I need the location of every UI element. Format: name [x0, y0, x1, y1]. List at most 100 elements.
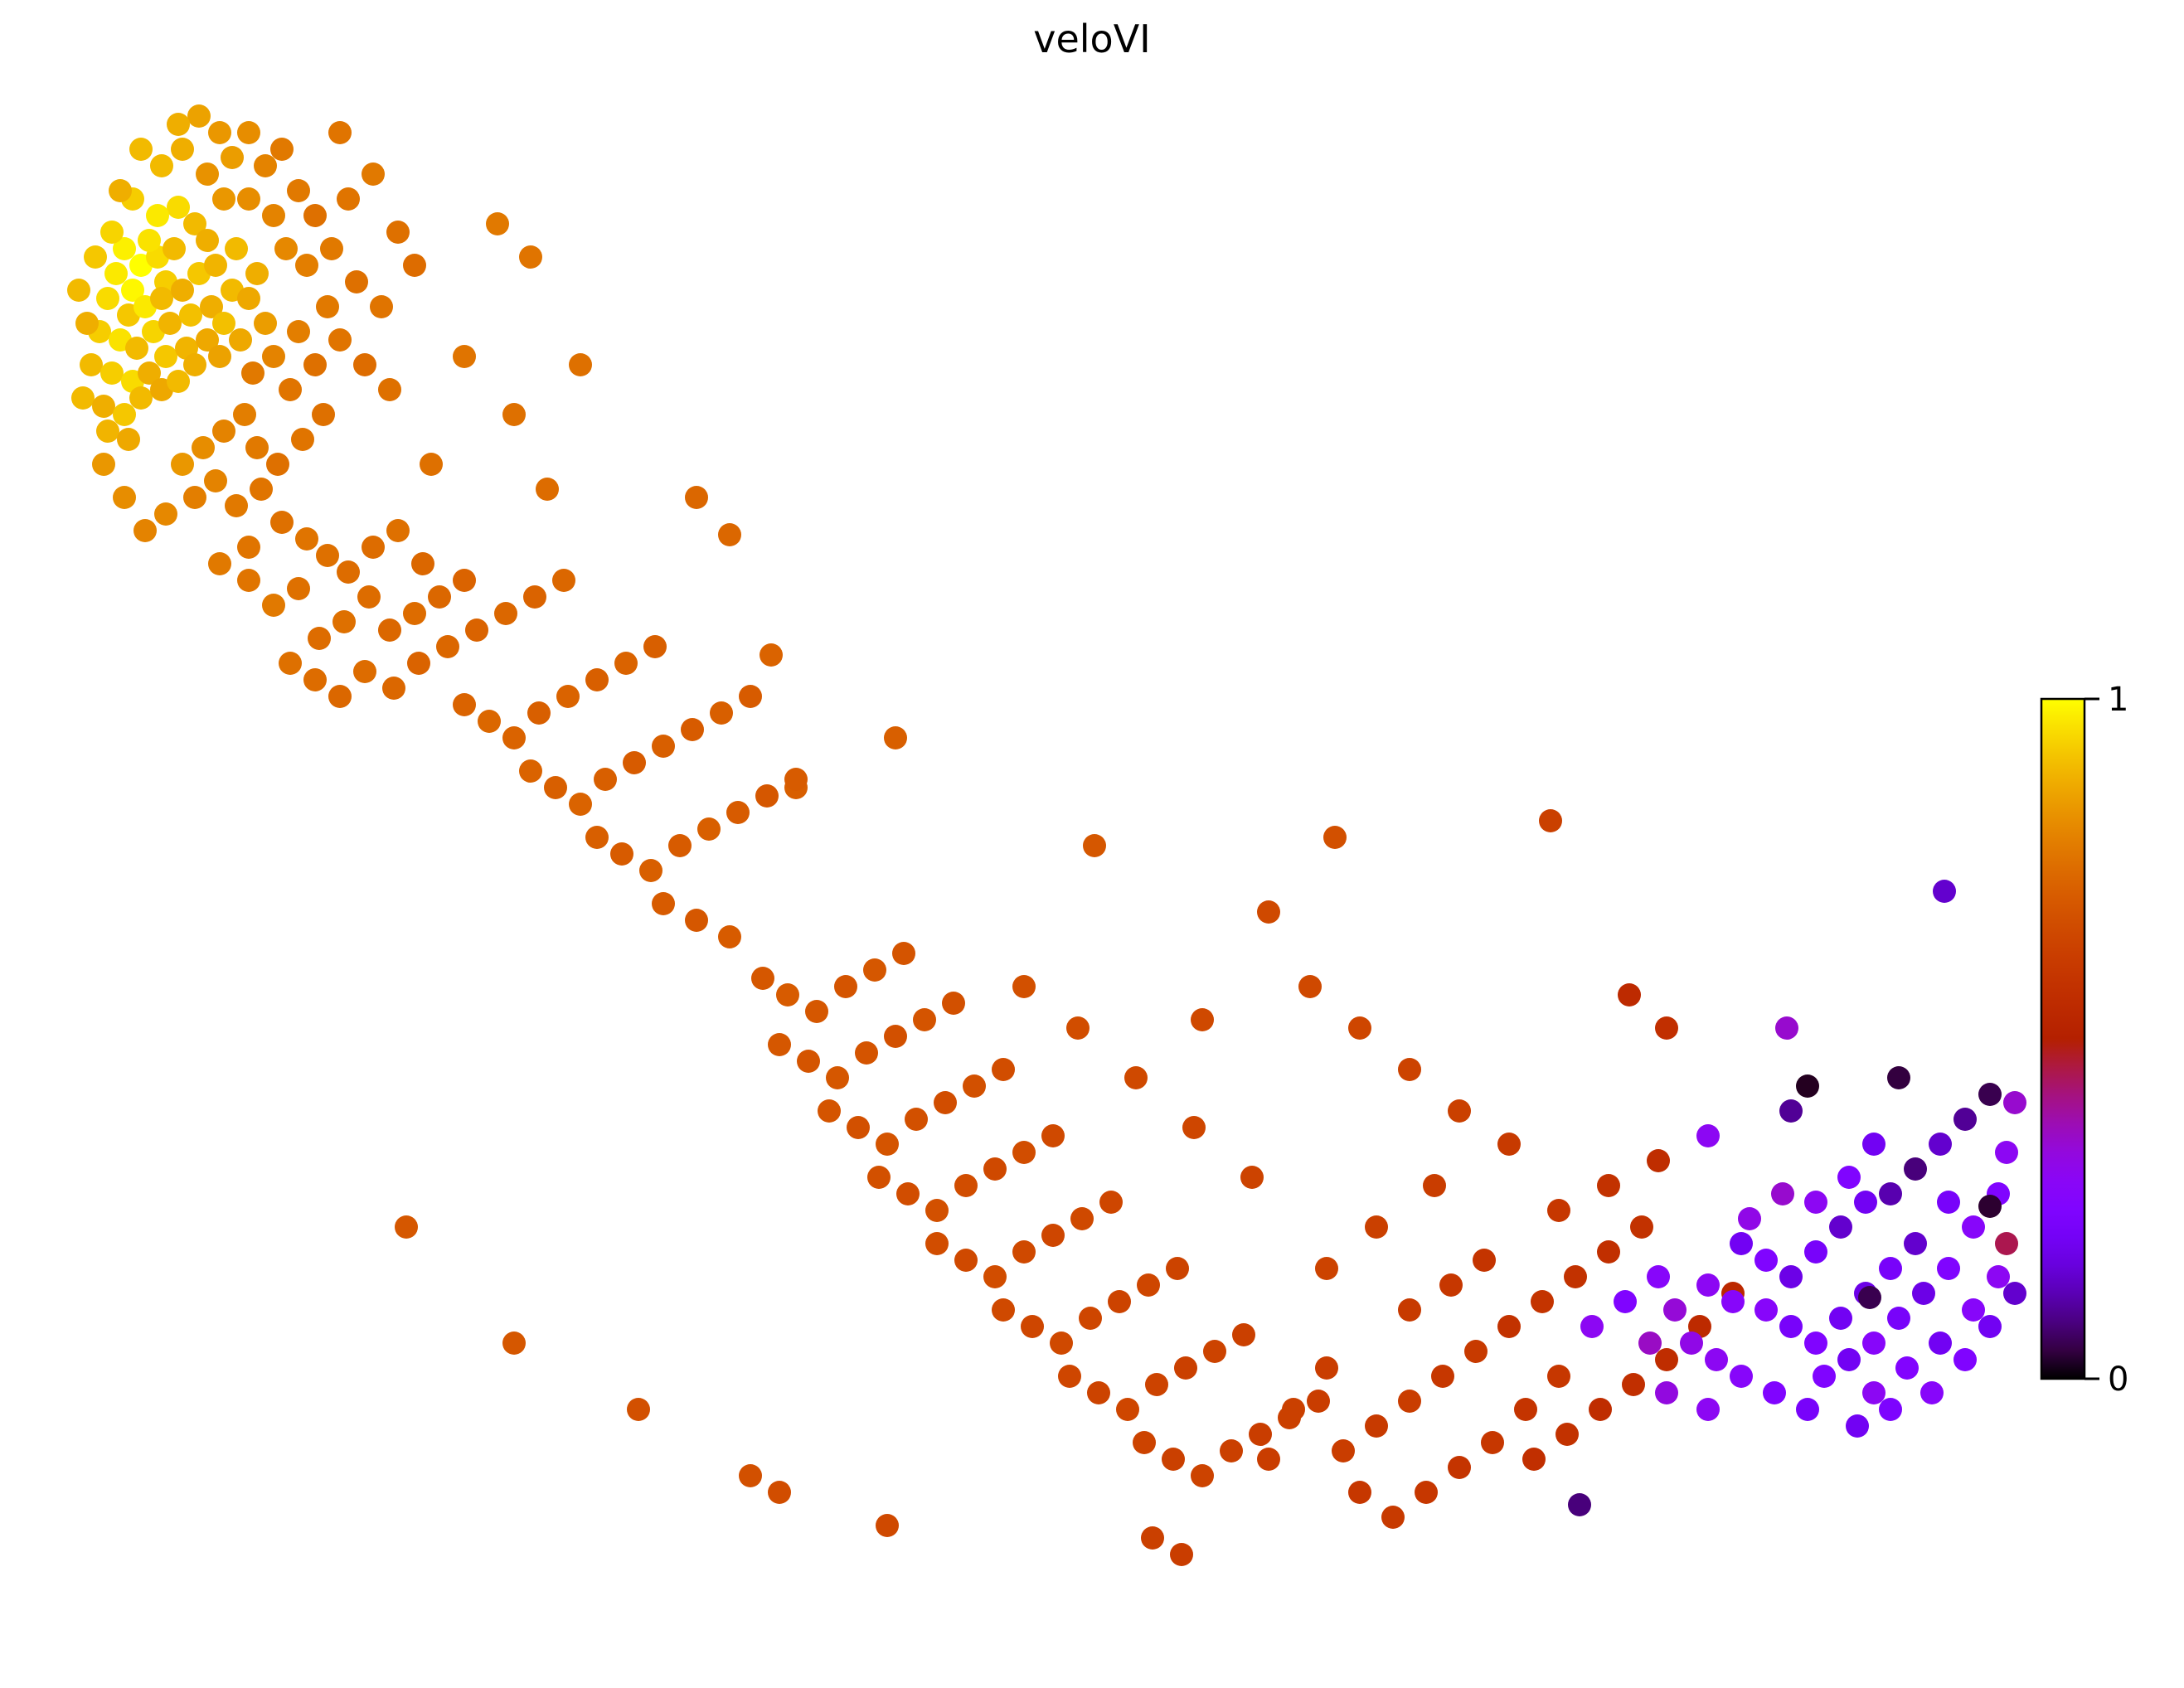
scatter-point — [245, 262, 269, 285]
scatter-point — [826, 1066, 849, 1089]
scatter-point — [1012, 1141, 1036, 1164]
scatter-point — [337, 187, 360, 211]
scatter-point — [154, 345, 177, 368]
scatter-point — [1705, 1348, 1728, 1371]
scatter-point — [751, 967, 774, 990]
scatter-point — [784, 768, 808, 791]
scatter-point — [357, 585, 381, 609]
scatter-point — [855, 1041, 878, 1065]
scatter-point — [386, 519, 410, 542]
scatter-point — [1796, 1398, 1819, 1421]
scatter-point — [279, 378, 302, 401]
scatter-point — [1663, 1298, 1687, 1322]
scatter-point — [1912, 1282, 1935, 1305]
scatter-point — [328, 328, 352, 352]
scatter-point — [100, 361, 124, 385]
scatter-point — [208, 345, 231, 368]
scatter-point — [925, 1199, 949, 1222]
scatter-point — [1987, 1265, 2010, 1288]
scatter-point — [345, 270, 368, 293]
scatter-point — [113, 486, 136, 509]
scatter-point — [954, 1249, 978, 1272]
scatter-point — [1174, 1356, 1197, 1380]
scatter-point — [453, 569, 476, 592]
scatter-point — [167, 113, 190, 136]
scatter-point — [502, 726, 526, 749]
scatter-point — [614, 652, 638, 675]
scatter-point — [1779, 1265, 1803, 1288]
scatter-point — [1862, 1381, 1886, 1404]
scatter-point — [403, 602, 426, 625]
scatter-point — [237, 287, 260, 310]
scatter-point — [1087, 1381, 1110, 1404]
scatter-point — [245, 436, 269, 459]
scatter-point — [1232, 1323, 1255, 1346]
scatter-point — [718, 523, 741, 546]
scatter-point — [1473, 1249, 1496, 1272]
scatter-point — [1547, 1365, 1570, 1388]
scatter-point — [992, 1058, 1015, 1081]
scatter-point — [92, 453, 115, 476]
scatter-point — [1738, 1207, 1761, 1230]
scatter-point — [685, 909, 708, 932]
scatter-point — [1754, 1249, 1778, 1272]
scatter-point — [556, 685, 580, 708]
scatter-point — [80, 353, 103, 376]
scatter-point — [362, 536, 385, 559]
scatter-point — [1721, 1290, 1745, 1313]
scatter-point — [1730, 1365, 1753, 1388]
scatter-point — [1614, 1290, 1637, 1313]
scatter-point — [274, 237, 298, 260]
colorbar: 1 0 — [2040, 681, 2128, 1399]
scatter-point — [332, 610, 356, 633]
scatter-point — [436, 635, 459, 658]
scatter-point — [739, 1464, 762, 1487]
scatter-point — [100, 221, 124, 244]
scatter-point — [1680, 1331, 1703, 1355]
scatter-point — [117, 428, 140, 451]
scatter-point — [1589, 1398, 1612, 1421]
scatter-point — [739, 685, 762, 708]
scatter-point — [760, 643, 783, 667]
scatter-point — [494, 602, 517, 625]
scatter-point — [1464, 1340, 1488, 1363]
scatter-point — [1929, 1133, 1952, 1156]
scatter-point — [71, 386, 95, 410]
scatter-point — [1837, 1166, 1861, 1189]
scatter-point — [1079, 1307, 1102, 1330]
scatter-point — [1638, 1331, 1662, 1355]
scatter-point — [1315, 1356, 1338, 1380]
scatter-point — [1962, 1215, 1985, 1239]
scatter-point — [1978, 1315, 2002, 1338]
scatter-point — [1141, 1526, 1164, 1550]
scatter-point — [1021, 1315, 1044, 1338]
scatter-point — [1655, 1016, 1678, 1040]
scatter-point — [129, 138, 153, 161]
scatter-point — [652, 735, 675, 758]
scatter-point — [104, 262, 128, 285]
scatter-point — [1618, 983, 1641, 1006]
scatter-point — [1398, 1058, 1421, 1081]
scatter-point — [113, 403, 136, 426]
scatter-point — [594, 768, 617, 791]
scatter-point — [652, 892, 675, 915]
scatter-point — [237, 187, 260, 211]
scatter-point — [892, 942, 915, 965]
scatter-point — [1995, 1141, 2018, 1164]
scatter-point — [1133, 1431, 1156, 1454]
scatter-point — [2003, 1282, 2026, 1305]
scatter-point — [519, 759, 542, 783]
scatter-point — [768, 1481, 791, 1504]
scatter-point — [942, 992, 965, 1015]
scatter-point — [876, 1514, 899, 1537]
scatter-point — [1978, 1083, 2002, 1106]
scatter-point — [913, 1008, 936, 1031]
scatter-point — [1423, 1174, 1446, 1197]
scatter-point — [428, 585, 451, 609]
scatter-point — [183, 486, 206, 509]
scatter-point — [254, 312, 277, 335]
scatter-point — [1220, 1439, 1243, 1462]
scatter-point — [1012, 975, 1036, 998]
